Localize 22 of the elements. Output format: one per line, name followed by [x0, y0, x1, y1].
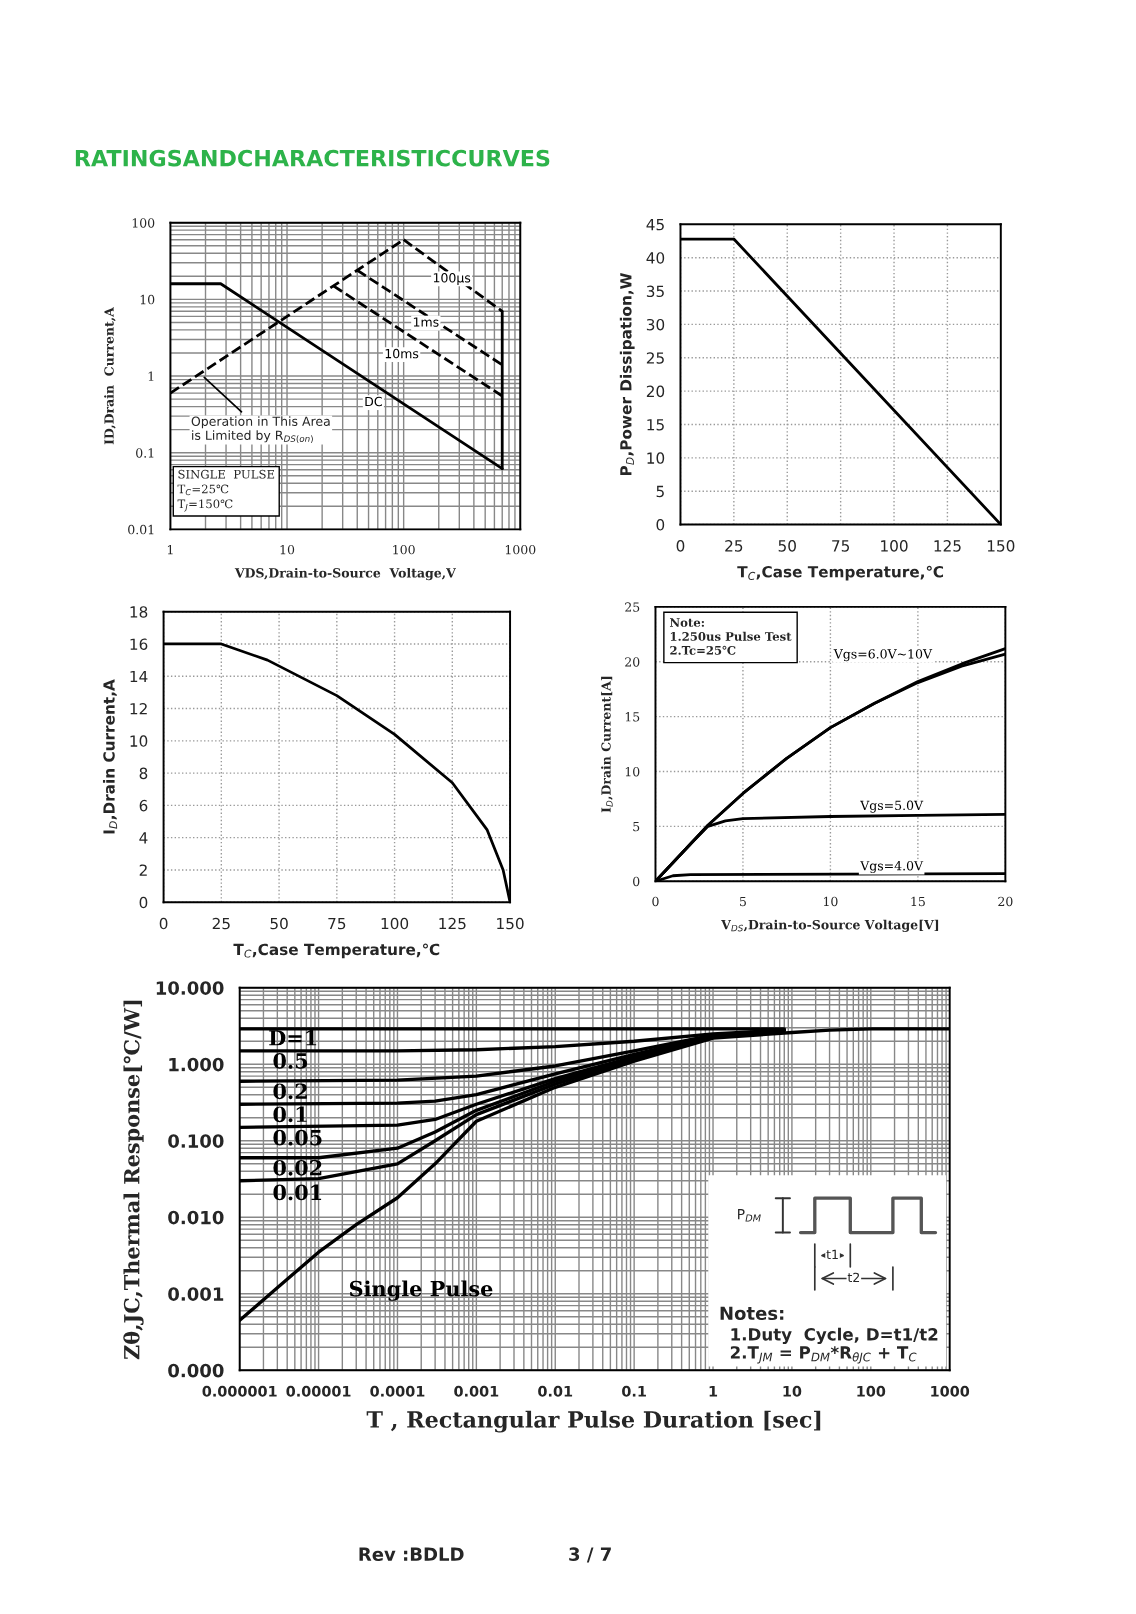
y-tick-label: 10.000 [156, 981, 224, 995]
y-tick-label: 0.100 [168, 1134, 224, 1148]
series-label: 0.1 [273, 1106, 307, 1123]
annotation: 2.T$_{JM}$ = P$_{DM}$*R$_{θJC}$ + T$_{C}$ [730, 1346, 917, 1364]
series-label: 0.05 [273, 1129, 322, 1146]
series-label: 0.5 [273, 1052, 308, 1069]
text: RATINGSANDCHARACTERISTICCURVES [75, 149, 550, 167]
series-label: 0.02 [273, 1159, 322, 1176]
y-tick-label: 1.000 [169, 1057, 224, 1072]
y-tick-label: 0.010 [168, 1210, 224, 1225]
x-axis-title: T , Rectangular Pulse Duration [sec] [366, 1410, 821, 1433]
annotation: Notes: [720, 1306, 784, 1321]
y-tick-label: 0.000 [168, 1363, 224, 1378]
series-label: Single Pulse [349, 1280, 493, 1301]
text: 3 / 7 [569, 1547, 611, 1563]
y-tick-label: 0.001 [168, 1287, 224, 1301]
annotation: 1.Duty Cycle, D=t1/t2 [731, 1327, 938, 1344]
text: Rev :BDLD [359, 1547, 464, 1561]
series-label: 0.01 [273, 1184, 322, 1201]
series-label: D=1 [269, 1029, 317, 1046]
y-axis-title: Zθ,JC,Thermal Response[℃/W] [123, 1000, 144, 1360]
series-label: 0.2 [273, 1083, 307, 1100]
